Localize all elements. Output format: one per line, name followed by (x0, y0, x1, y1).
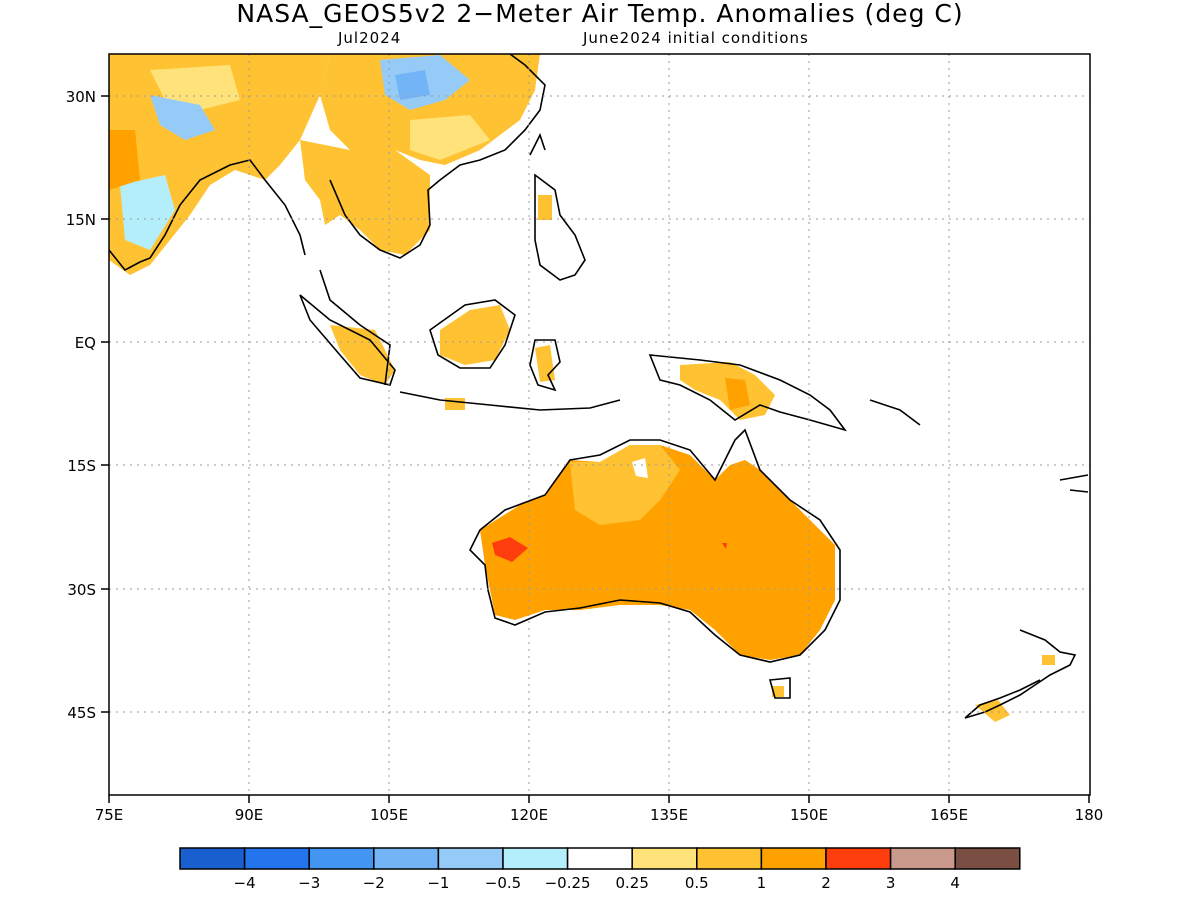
anomaly-region-china-cool-2 (395, 70, 430, 100)
colorbar-box (243, 847, 310, 870)
map-frame (108, 53, 1091, 796)
anomaly-region-luzon (538, 195, 552, 220)
anomaly-region-india-cool-2 (120, 175, 175, 250)
lat-label: 15N (66, 211, 96, 229)
lat-label: 30N (66, 88, 96, 106)
lat-label: 15S (67, 457, 96, 475)
lon-label: 180 (1075, 806, 1104, 824)
anomaly-region-tasmania (772, 686, 784, 697)
anomaly-region-java (445, 398, 465, 410)
anomaly-region-china-weak (410, 115, 490, 160)
anomaly-region-australia-peak-west (492, 537, 528, 562)
colorbar-label: 2 (821, 874, 831, 892)
anomaly-region-sulawesi (535, 345, 555, 382)
colorbar-label: −1 (427, 874, 449, 892)
colorbar-box (437, 847, 504, 870)
lat-label: 30S (67, 581, 96, 599)
lon-label: 165E (930, 806, 968, 824)
anomaly-region-australia-near-zero (632, 458, 648, 478)
latitude-labels: 30N 15N EQ 15S 30S 45S (66, 88, 96, 722)
colorbar-label: 1 (757, 874, 767, 892)
colorbar-label: 0.25 (615, 874, 648, 892)
colorbar-box (502, 847, 569, 870)
colorbar-box (825, 847, 892, 870)
lat-label: 45S (67, 704, 96, 722)
anomaly-shading (109, 54, 1055, 722)
colorbar-label: −0.5 (485, 874, 521, 892)
lon-label: 120E (510, 806, 548, 824)
colorbar-label: −2 (363, 874, 385, 892)
axis-ticks (101, 95, 1090, 803)
colorbar-label: −4 (234, 874, 256, 892)
colorbar-label: 3 (886, 874, 896, 892)
forecast-month: Jul2024 (338, 29, 402, 47)
lon-label: 150E (790, 806, 828, 824)
lon-label: 75E (95, 806, 124, 824)
colorbar-labels: −4 −3 −2 −1 −0.5 −0.25 0.25 0.5 1 2 3 4 (234, 874, 960, 892)
coastlines (109, 54, 1089, 719)
initial-conditions-label: June2024 initial conditions (583, 29, 809, 47)
colorbar-box (308, 847, 375, 870)
colorbar-label: −3 (298, 874, 320, 892)
anomaly-region-new-zealand (975, 700, 1010, 722)
colorbar-box (566, 847, 633, 870)
colorbar-box (889, 847, 956, 870)
anomaly-region-australia-north (570, 445, 680, 525)
colorbar-box (373, 847, 440, 870)
anomaly-region-australia-peak-east (722, 543, 727, 549)
anomaly-region-sumatra (330, 325, 395, 385)
graticule (109, 54, 1090, 795)
colorbar-box (631, 847, 698, 870)
longitude-labels: 75E 90E 105E 120E 135E 150E 165E 180 (95, 806, 1104, 824)
colorbar-label: 4 (950, 874, 960, 892)
lon-label: 135E (650, 806, 688, 824)
anomaly-region-india-weak (150, 65, 240, 110)
colorbar-label: −0.25 (545, 874, 591, 892)
anomaly-region-new-guinea-strong (725, 378, 750, 410)
colorbar-box (696, 847, 763, 870)
anomaly-region-india-cool (150, 95, 215, 140)
colorbar-box (954, 847, 1021, 870)
anomaly-region-australia (480, 445, 835, 660)
anomaly-region-india-warm-west (109, 130, 140, 190)
colorbar-label: 0.5 (685, 874, 709, 892)
map-title: NASA_GEOS5v2 2−Meter Air Temp. Anomalies… (236, 0, 964, 28)
anomaly-region-new-zealand-north (1042, 655, 1055, 665)
anomaly-region-borneo (440, 305, 510, 365)
colorbar-box (760, 847, 827, 870)
lon-label: 90E (235, 806, 264, 824)
lon-label: 105E (370, 806, 408, 824)
colorbar: −4 −3 −2 −1 −0.5 −0.25 0.25 0.5 1 2 3 4 (179, 847, 1021, 892)
colorbar-boxes (179, 847, 1021, 870)
colorbar-box (179, 847, 246, 870)
anomaly-region-indochina (300, 140, 430, 255)
lat-label: EQ (75, 334, 96, 352)
